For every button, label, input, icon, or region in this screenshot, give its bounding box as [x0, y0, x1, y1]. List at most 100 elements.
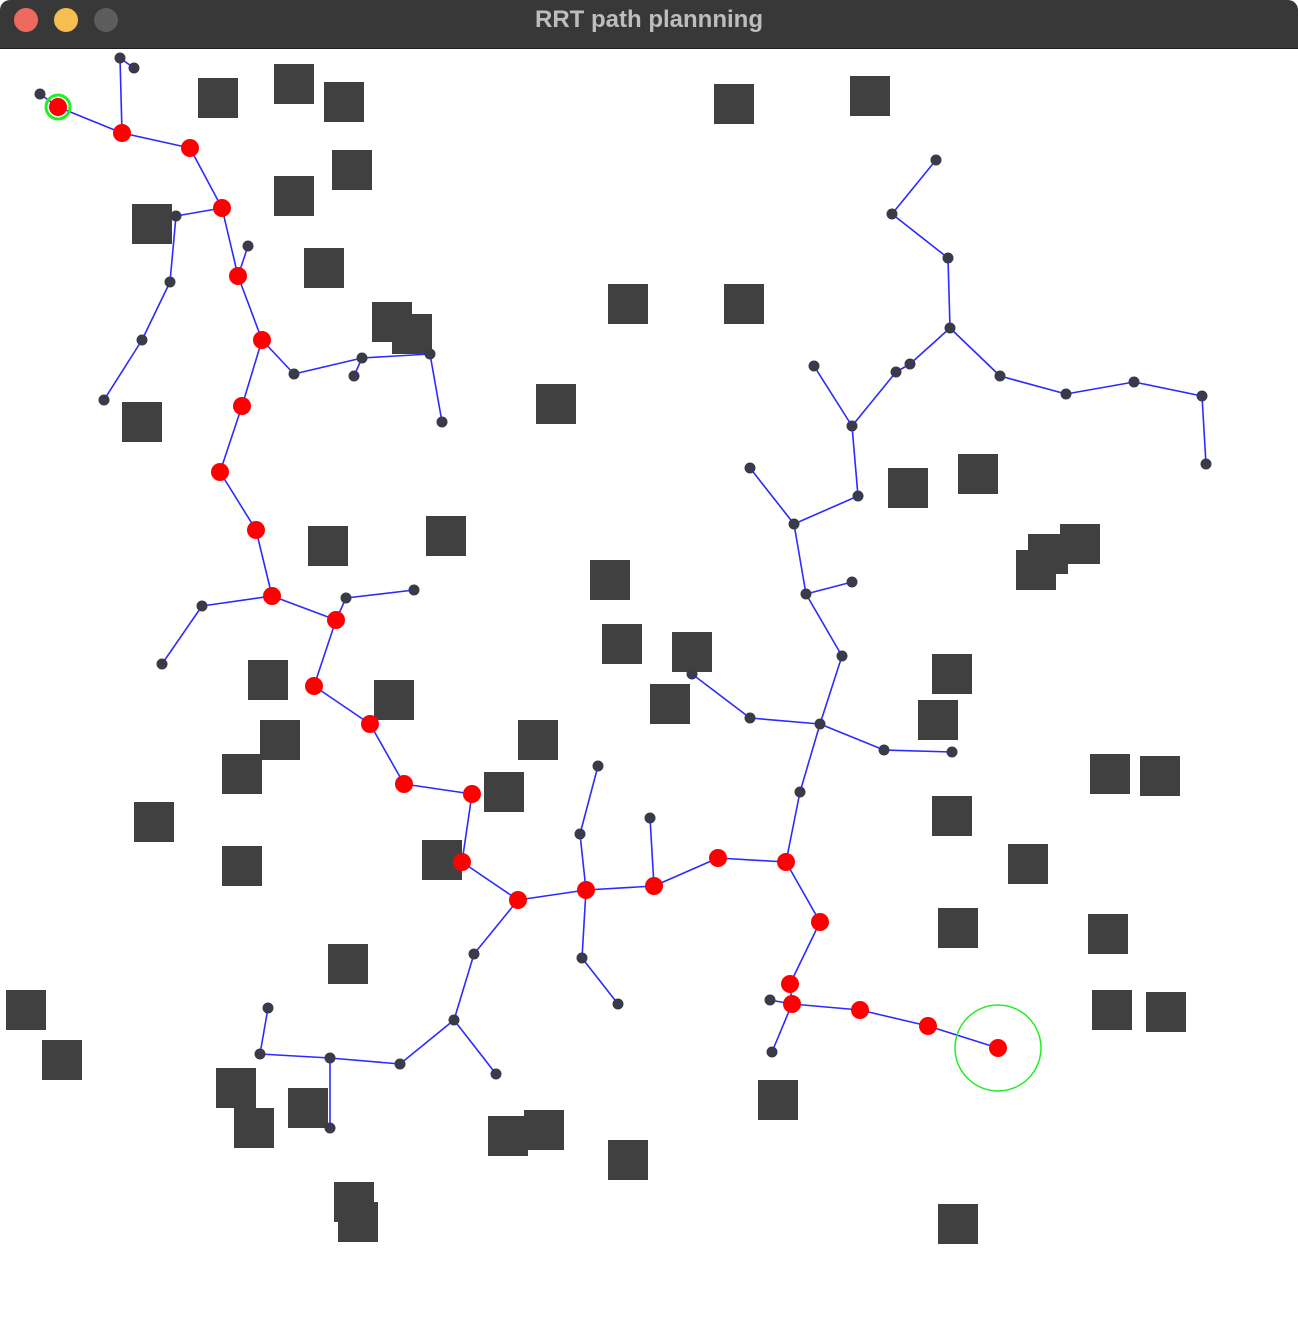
- obstacle-block: [216, 1068, 256, 1108]
- obstacle-block: [304, 248, 344, 288]
- tree-node: [394, 1058, 406, 1070]
- tree-edge: [313, 619, 337, 687]
- obstacle-block: [198, 78, 238, 118]
- tree-edge: [785, 791, 801, 863]
- obstacle-block: [672, 632, 712, 672]
- tree-edge: [259, 1053, 331, 1059]
- tree-edge: [201, 595, 273, 607]
- tree-node: [576, 952, 588, 964]
- obstacle-block: [260, 720, 300, 760]
- minimize-button[interactable]: [54, 8, 78, 32]
- path-node: [919, 1017, 937, 1035]
- tree-edge: [329, 1057, 401, 1065]
- tree-edge: [453, 1019, 497, 1075]
- close-button[interactable]: [14, 8, 38, 32]
- tree-edge: [1133, 381, 1203, 397]
- tree-node: [574, 828, 586, 840]
- tree-edge: [949, 327, 1001, 377]
- tree-edge: [691, 673, 751, 719]
- tree-edge: [785, 861, 821, 923]
- tree-edges-layer: [39, 57, 1207, 1128]
- tree-edge: [399, 1019, 455, 1065]
- obstacle-block: [932, 654, 972, 694]
- tree-node: [794, 786, 806, 798]
- zoom-button[interactable]: [94, 8, 118, 32]
- tree-edge: [851, 371, 897, 427]
- tree-edge: [819, 723, 885, 751]
- tree-edge: [883, 749, 953, 753]
- obstacle-block: [248, 660, 288, 700]
- tree-edge: [793, 523, 807, 595]
- path-node: [851, 1001, 869, 1019]
- obstacle-block: [222, 754, 262, 794]
- tree-edge: [805, 581, 853, 595]
- obstacle-block: [1140, 756, 1180, 796]
- obstacle-block: [1088, 914, 1128, 954]
- tree-edge: [749, 717, 821, 725]
- tree-node: [878, 744, 890, 756]
- tree-edge: [813, 365, 853, 427]
- tree-edge: [927, 1025, 999, 1049]
- tree-node: [644, 812, 656, 824]
- tree-edge: [791, 1003, 861, 1011]
- tree-node: [788, 518, 800, 530]
- tree-edge: [805, 593, 843, 657]
- tree-node: [944, 322, 956, 334]
- tree-node: [424, 348, 436, 360]
- obstacle-block: [274, 176, 314, 216]
- obstacle-block: [1090, 754, 1130, 794]
- obstacle-block: [590, 560, 630, 600]
- obstacle-block: [518, 720, 558, 760]
- obstacle-block: [1008, 844, 1048, 884]
- tree-edge: [819, 655, 843, 725]
- tree-edge: [119, 57, 123, 134]
- tree-node: [356, 352, 368, 364]
- obstacle-block: [758, 1080, 798, 1120]
- tree-node: [164, 276, 176, 288]
- tree-node: [98, 394, 110, 406]
- tree-node: [288, 368, 300, 380]
- obstacle-block: [324, 82, 364, 122]
- obstacle-block: [938, 1204, 978, 1244]
- tree-node: [744, 462, 756, 474]
- tree-edge: [789, 921, 821, 985]
- obstacle-block: [536, 384, 576, 424]
- obstacle-block: [650, 684, 690, 724]
- rrt-canvas: [6, 52, 1212, 1244]
- tree-node: [1128, 376, 1140, 388]
- obstacle-block: [234, 1108, 274, 1148]
- tree-edge: [999, 375, 1067, 395]
- obstacle-block: [958, 454, 998, 494]
- obstacle-block: [122, 402, 162, 442]
- obstacle-block: [288, 1088, 328, 1128]
- tree-node: [128, 62, 140, 74]
- tree-node: [942, 252, 954, 264]
- obstacle-block: [328, 944, 368, 984]
- tree-edge: [891, 159, 937, 215]
- obstacle-block: [888, 468, 928, 508]
- tree-edge: [579, 765, 599, 835]
- path-node: [781, 975, 799, 993]
- obstacle-block: [426, 516, 466, 556]
- tree-node: [846, 576, 858, 588]
- obstacle-block: [918, 700, 958, 740]
- obstacle-block: [484, 772, 524, 812]
- tree-node: [348, 370, 360, 382]
- path-node: [49, 98, 67, 116]
- path-node: [181, 139, 199, 157]
- tree-node: [242, 240, 254, 252]
- start-goal-layer: [44, 93, 1042, 1092]
- tree-edge: [259, 1007, 269, 1055]
- obstacle-block: [1092, 990, 1132, 1030]
- path-node: [777, 853, 795, 871]
- tree-node: [262, 1002, 274, 1014]
- tree-edge: [947, 257, 951, 329]
- tree-node: [1196, 390, 1208, 402]
- tree-edge: [585, 885, 655, 891]
- tree-node: [836, 650, 848, 662]
- obstacle-block: [608, 1140, 648, 1180]
- path-node: [509, 891, 527, 909]
- tree-node: [744, 712, 756, 724]
- tree-edge: [221, 207, 239, 277]
- tree-edge: [891, 213, 949, 259]
